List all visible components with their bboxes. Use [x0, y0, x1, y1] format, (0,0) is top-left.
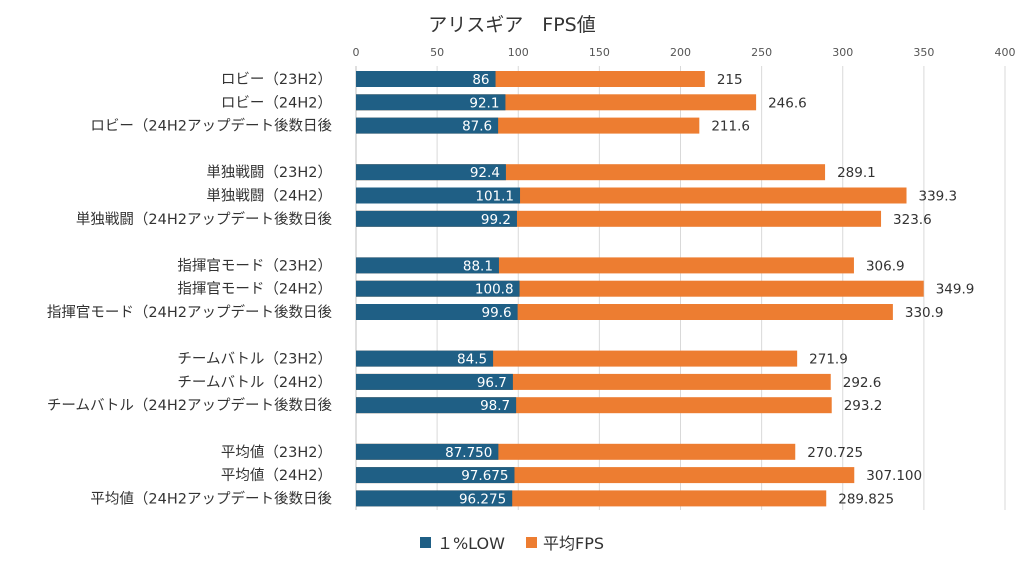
data-label-low: 87.750 — [445, 445, 492, 461]
category-label: チームバトル（24H2） — [177, 374, 332, 391]
data-label-avg: 215 — [717, 72, 743, 88]
category-label: 単独戦闘（23H2） — [206, 164, 332, 181]
bar-low-fps — [356, 350, 494, 367]
bar-low-fps — [356, 257, 499, 274]
x-tick-label: 100 — [508, 46, 529, 59]
data-label-avg: 289.825 — [838, 491, 894, 507]
category-label: 平均値（23H2） — [221, 444, 332, 461]
data-label-avg: 292.6 — [843, 375, 882, 391]
data-label-low: 92.1 — [469, 95, 499, 111]
chart-title: アリスギア FPS値 — [428, 14, 596, 36]
bar-low-fps — [356, 280, 520, 297]
x-tick-label: 350 — [913, 46, 934, 59]
legend-label-avg: 平均FPS — [543, 534, 605, 553]
data-label-avg: 246.6 — [768, 95, 807, 111]
data-label-avg: 289.1 — [837, 165, 876, 181]
data-label-low: 84.5 — [457, 352, 487, 368]
legend-label-low: １%LOW — [436, 534, 505, 553]
data-label-avg: 323.6 — [893, 212, 932, 228]
bar-low-fps — [356, 117, 499, 134]
category-label: 平均値（24H2アップデート後数日後 — [90, 489, 332, 507]
bar-low-fps — [356, 210, 517, 227]
data-label-low: 98.7 — [480, 398, 510, 414]
x-tick-label: 250 — [751, 46, 772, 59]
data-label-low: 96.275 — [459, 491, 506, 507]
data-label-low: 99.6 — [482, 305, 512, 321]
chart-legend: １%LOW 平均FPS — [0, 530, 1024, 554]
data-label-low: 97.675 — [461, 468, 508, 484]
x-tick-label: 150 — [589, 46, 610, 59]
data-label-low: 101.1 — [475, 189, 514, 205]
data-label-avg: 349.9 — [936, 282, 975, 298]
bar-low-fps — [356, 397, 517, 414]
data-label-avg: 293.2 — [844, 398, 883, 414]
bar-low-fps — [356, 187, 521, 204]
legend-item-low: １%LOW — [419, 530, 505, 554]
data-label-avg: 307.100 — [866, 468, 922, 484]
bar-low-fps — [356, 94, 506, 111]
category-label: 指揮官モード（24H2アップデート後数日後 — [47, 303, 333, 321]
bar-low-fps — [356, 164, 506, 181]
x-tick-label: 50 — [430, 46, 444, 59]
bar-low-fps — [356, 443, 499, 460]
bar-low-fps — [356, 304, 518, 320]
data-label-low: 96.7 — [477, 375, 507, 391]
legend-swatch-avg — [526, 536, 538, 548]
category-label: 平均値（24H2） — [221, 467, 332, 484]
data-label-avg: 211.6 — [711, 119, 750, 135]
data-label-avg: 270.725 — [807, 445, 863, 461]
data-label-low: 99.2 — [481, 212, 511, 228]
data-label-low: 86 — [472, 72, 489, 88]
category-label: 単独戦闘（24H2） — [206, 188, 332, 205]
x-tick-label: 400 — [995, 46, 1016, 59]
x-tick-label: 200 — [670, 46, 691, 59]
data-label-avg: 271.9 — [809, 352, 848, 368]
data-label-low: 87.6 — [462, 119, 492, 135]
bar-low-fps — [356, 467, 515, 484]
category-label: 指揮官モード（24H2） — [177, 281, 332, 298]
bar-low-fps — [356, 71, 496, 87]
category-label: 単独戦闘（24H2アップデート後数日後 — [76, 210, 333, 228]
category-label: チームバトル（23H2） — [177, 351, 332, 368]
data-label-low: 88.1 — [463, 258, 493, 274]
data-label-avg: 339.3 — [919, 189, 958, 205]
data-label-low: 92.4 — [470, 165, 500, 181]
data-label-avg: 306.9 — [866, 258, 905, 274]
legend-swatch-low — [419, 536, 431, 548]
category-label: チームバトル（24H2アップデート後数日後 — [47, 396, 333, 414]
category-label: ロビー（23H2） — [221, 71, 332, 88]
x-tick-label: 0 — [353, 46, 360, 59]
bar-low-fps — [356, 373, 513, 390]
bar-low-fps — [356, 490, 513, 507]
category-label: 指揮官モード（23H2） — [177, 257, 332, 274]
x-tick-label: 300 — [832, 46, 853, 59]
category-label: ロビー（24H2） — [221, 94, 332, 111]
data-label-low: 100.8 — [475, 282, 514, 298]
category-label: ロビー（24H2アップデート後数日後 — [90, 117, 332, 135]
legend-item-avg: 平均FPS — [526, 530, 604, 554]
data-label-avg: 330.9 — [905, 305, 944, 321]
